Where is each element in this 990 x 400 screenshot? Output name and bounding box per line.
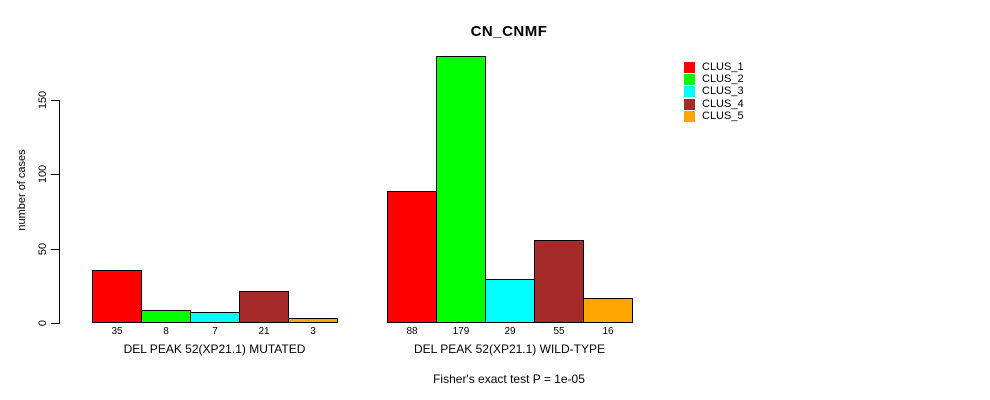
- bar-value-label: 179: [452, 326, 470, 337]
- y-axis-line: [59, 100, 60, 324]
- bar-clus_4: [534, 240, 584, 323]
- legend-item-clus_1: CLUS_1: [684, 61, 744, 73]
- legend-swatch-icon: [684, 111, 695, 123]
- legend-label: CLUS_5: [702, 110, 744, 123]
- legend-label: CLUS_4: [702, 97, 744, 110]
- bar-clus_4: [239, 291, 289, 323]
- bar-clus_3: [485, 279, 535, 323]
- group-label: DEL PEAK 52(XP21.1) WILD-TYPE: [414, 342, 605, 356]
- y-axis-label: number of cases: [16, 149, 28, 231]
- legend-label: CLUS_1: [702, 60, 744, 73]
- bar-value-label: 3: [310, 326, 316, 337]
- legend-item-clus_4: CLUS_4: [684, 98, 744, 110]
- bar-clus_1: [387, 191, 437, 323]
- bar-clus_2: [141, 310, 191, 323]
- legend-swatch-icon: [684, 86, 695, 98]
- y-tick-label: 150: [37, 90, 49, 110]
- legend-label: CLUS_3: [702, 85, 744, 98]
- y-tick-label: 50: [37, 242, 49, 256]
- y-tick-mark: [51, 174, 59, 175]
- legend-swatch-icon: [684, 98, 695, 110]
- footer-note: Fisher's exact test P = 1e-05: [433, 372, 585, 386]
- legend-swatch-icon: [684, 74, 695, 86]
- chart-title: CN_CNMF: [470, 23, 548, 40]
- bar-value-label: 55: [553, 326, 565, 337]
- legend-item-clus_3: CLUS_3: [684, 86, 744, 98]
- legend-item-clus_5: CLUS_5: [684, 111, 744, 123]
- bar-value-label: 8: [163, 326, 169, 337]
- bar-value-label: 21: [258, 326, 270, 337]
- bar-clus_5: [583, 298, 633, 323]
- legend-label: CLUS_2: [702, 73, 744, 86]
- legend-item-clus_2: CLUS_2: [684, 73, 744, 86]
- bar-clus_3: [190, 312, 240, 323]
- bar-value-label: 29: [504, 326, 516, 337]
- legend: CLUS_1 CLUS_2 CLUS_3 CLUS_4 CLUS_5: [684, 61, 744, 123]
- y-tick-label: 100: [37, 164, 49, 184]
- bar-value-label: 88: [406, 326, 418, 337]
- group-label: DEL PEAK 52(XP21.1) MUTATED: [123, 342, 306, 356]
- bar-clus_5: [288, 318, 338, 323]
- bar-clus_1: [92, 270, 142, 323]
- legend-swatch-icon: [684, 61, 695, 73]
- bar-clus_2: [436, 56, 486, 323]
- y-tick-label: 0: [37, 319, 49, 327]
- y-tick-mark: [51, 323, 59, 324]
- y-tick-mark: [51, 100, 59, 101]
- y-tick-mark: [51, 249, 59, 250]
- bar-value-label: 16: [602, 326, 614, 337]
- bar-value-label: 7: [212, 326, 218, 337]
- bar-value-label: 35: [111, 326, 123, 337]
